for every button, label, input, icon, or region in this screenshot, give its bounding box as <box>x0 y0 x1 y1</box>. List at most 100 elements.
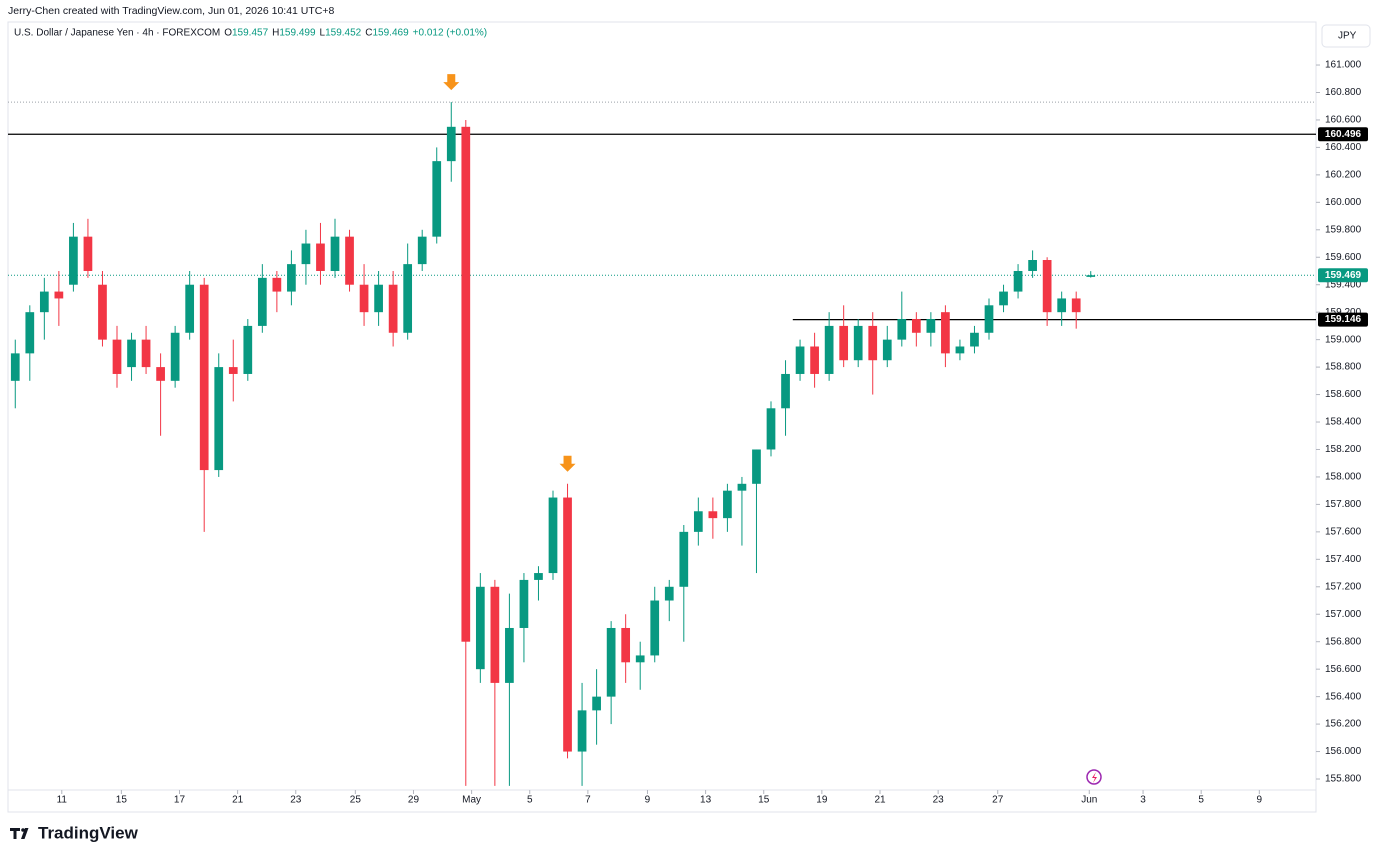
candle-body <box>781 373 790 409</box>
arrow-marker <box>443 74 460 91</box>
y-tick-label: 156.000 <box>1325 746 1362 757</box>
ohlc-value: 159.452 <box>325 28 362 39</box>
flash-bolt[interactable] <box>1092 772 1097 783</box>
x-tick-label: 15 <box>758 795 770 806</box>
x-tick-label: 21 <box>232 795 244 806</box>
candle-body <box>592 696 601 711</box>
y-tick-label: 157.800 <box>1325 499 1362 510</box>
x-tick-label: 11 <box>57 795 68 806</box>
logo-dot <box>21 828 25 832</box>
y-tick-label: 159.800 <box>1325 224 1362 235</box>
candle-body <box>1013 270 1023 292</box>
candle-body <box>970 332 979 347</box>
y-tick-label: 157.600 <box>1325 527 1362 538</box>
price-label: 159.146 <box>1325 314 1362 325</box>
x-tick-label: 21 <box>874 795 886 806</box>
last-price-box <box>1318 268 1368 283</box>
candle-body <box>563 497 572 752</box>
candle-body <box>185 284 195 333</box>
candle-body <box>301 243 311 265</box>
flash-icon[interactable] <box>1086 769 1102 785</box>
candle-body <box>127 339 136 368</box>
y-tick-label: 158.400 <box>1325 417 1362 428</box>
candle-body <box>679 531 689 587</box>
y-tick-label: 159.200 <box>1325 307 1362 318</box>
y-tick-label: 157.000 <box>1325 609 1362 620</box>
currency-button[interactable] <box>1321 24 1371 48</box>
candle-body <box>839 325 849 361</box>
candle-body <box>461 126 471 642</box>
x-tick-label: 23 <box>290 795 302 806</box>
ohlc-key: L <box>320 28 326 39</box>
ohlc-key: O <box>224 28 232 39</box>
candle-body <box>83 236 93 271</box>
candle-body <box>897 319 907 340</box>
x-tick-label: 5 <box>1198 795 1204 806</box>
candle-body <box>868 325 878 361</box>
candle-body <box>1057 298 1067 313</box>
candle-body <box>228 367 238 374</box>
candle-body <box>112 339 122 374</box>
candle-body <box>999 291 1008 306</box>
candle-body <box>98 284 107 340</box>
candle-body <box>69 236 78 285</box>
y-tick-label: 160.400 <box>1325 142 1362 153</box>
y-tick-label: 158.800 <box>1325 362 1362 373</box>
candle-body <box>475 586 485 670</box>
candle-body <box>810 346 819 374</box>
candle-body <box>853 325 863 361</box>
x-tick-label: 27 <box>992 795 1004 806</box>
x-tick-label: 9 <box>645 795 651 806</box>
candle-body <box>25 312 35 354</box>
candle-body <box>1071 298 1081 313</box>
candle-body <box>795 346 805 374</box>
candle-body <box>606 627 616 697</box>
candle-body <box>505 627 514 683</box>
candle-body <box>577 710 587 752</box>
x-tick-label: 9 <box>1257 795 1263 806</box>
candle-body <box>403 264 413 333</box>
y-tick-label: 156.200 <box>1325 719 1362 730</box>
candle-body <box>955 346 965 354</box>
candle-body <box>243 325 253 374</box>
symbol: U.S. Dollar / Japanese Yen · 4h · FOREXC… <box>14 28 220 39</box>
price-label-box <box>1318 312 1368 327</box>
candle-body <box>984 305 994 333</box>
candle-body <box>417 236 427 265</box>
candle-body <box>548 497 558 574</box>
candle-body <box>708 511 718 519</box>
last-price-label: 159.469 <box>1325 270 1362 281</box>
logo-icon <box>10 828 29 839</box>
candle-body <box>824 325 834 374</box>
candle-body <box>519 579 529 628</box>
candle-body <box>359 284 369 313</box>
price-label: 160.496 <box>1325 129 1362 140</box>
logo-text: TradingView <box>38 823 139 842</box>
x-tick-label: 19 <box>816 795 828 806</box>
y-tick-label: 157.200 <box>1325 581 1362 592</box>
x-tick-label: 5 <box>527 795 533 806</box>
candle-body <box>664 586 674 601</box>
candle-body <box>10 353 20 381</box>
candle-body <box>941 312 950 354</box>
candle-body <box>316 243 325 271</box>
candle-body <box>199 284 209 471</box>
x-tick-label: 15 <box>116 795 128 806</box>
flash-circle[interactable] <box>1086 769 1102 785</box>
ohlc-key: H <box>272 28 279 39</box>
x-tick-label: 3 <box>1140 795 1146 806</box>
x-tick-label: May <box>462 795 481 806</box>
candle-body <box>1086 275 1096 277</box>
candle-body <box>39 291 49 313</box>
y-tick-label: 160.200 <box>1325 170 1362 181</box>
currency[interactable]: JPY <box>1338 31 1357 42</box>
candle-body <box>911 319 921 333</box>
ohlc-value: 159.499 <box>279 28 316 39</box>
candle-body <box>650 600 660 656</box>
candle-body <box>374 284 383 313</box>
candle-body <box>766 408 776 450</box>
candle-body <box>693 511 703 532</box>
ohlc-key: C <box>365 28 372 39</box>
logo <box>10 828 29 839</box>
